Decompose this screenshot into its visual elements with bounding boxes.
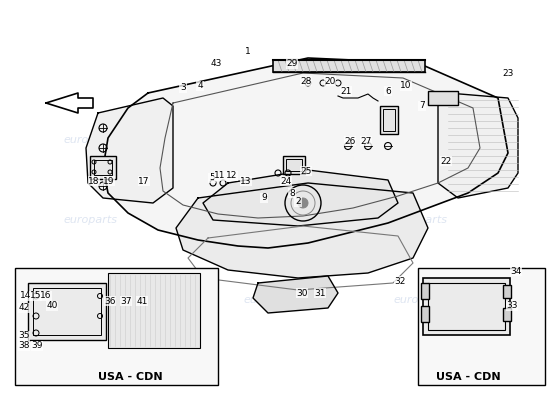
Bar (383, 109, 395, 131)
Text: 33: 33 (506, 302, 518, 310)
Text: 14: 14 (20, 292, 32, 300)
Text: 22: 22 (441, 156, 452, 166)
Text: 7: 7 (419, 102, 425, 110)
Bar (380, 106, 398, 134)
Bar (423, 278, 510, 335)
Polygon shape (103, 58, 508, 248)
Text: 29: 29 (287, 60, 298, 68)
Text: 20: 20 (324, 76, 336, 86)
Text: 8: 8 (289, 188, 295, 198)
Text: 31: 31 (314, 288, 326, 298)
Text: europarts: europarts (393, 295, 447, 305)
Text: 27: 27 (360, 136, 372, 146)
Text: 23: 23 (502, 70, 514, 78)
Text: 34: 34 (510, 266, 522, 276)
Text: 43: 43 (210, 60, 222, 68)
Bar (421, 306, 429, 322)
Text: 21: 21 (340, 86, 351, 96)
Text: 4: 4 (197, 82, 203, 90)
Text: 13: 13 (240, 176, 252, 186)
Text: europarts: europarts (243, 135, 297, 145)
Text: 2: 2 (295, 198, 301, 206)
Polygon shape (86, 98, 173, 203)
Bar (108, 273, 200, 348)
Text: europarts: europarts (63, 215, 117, 225)
Text: 9: 9 (261, 194, 267, 202)
Bar (503, 285, 511, 298)
Bar (94, 160, 112, 175)
Polygon shape (203, 170, 398, 226)
Bar (90, 156, 116, 179)
Polygon shape (46, 93, 93, 113)
Bar (28, 283, 106, 340)
Bar (15, 268, 218, 385)
Text: 36: 36 (104, 296, 116, 306)
Text: europarts: europarts (243, 215, 297, 225)
Text: 37: 37 (120, 296, 132, 306)
Polygon shape (253, 276, 338, 313)
Text: 15: 15 (30, 292, 42, 300)
Text: 42: 42 (18, 304, 30, 312)
Text: 17: 17 (138, 176, 150, 186)
Text: 41: 41 (136, 296, 148, 306)
Bar (273, 60, 425, 72)
Text: 3: 3 (180, 84, 186, 92)
Text: 39: 39 (31, 342, 43, 350)
Text: 32: 32 (394, 276, 406, 286)
Text: 11: 11 (214, 172, 225, 180)
Text: 25: 25 (300, 166, 312, 176)
Bar (428, 91, 458, 105)
Bar (33, 288, 101, 335)
Bar (286, 159, 302, 171)
Text: 26: 26 (344, 136, 356, 146)
Text: 24: 24 (280, 176, 292, 186)
Text: USA - CDN: USA - CDN (436, 372, 500, 382)
Text: 10: 10 (400, 82, 412, 90)
Text: 19: 19 (103, 176, 115, 186)
Text: 1: 1 (245, 48, 251, 56)
Text: europarts: europarts (63, 135, 117, 145)
Text: 35: 35 (18, 332, 30, 340)
Text: 38: 38 (18, 342, 30, 350)
Text: 5: 5 (209, 174, 215, 182)
Bar (503, 308, 511, 321)
Text: europarts: europarts (393, 135, 447, 145)
Text: 40: 40 (46, 302, 58, 310)
Bar (283, 156, 305, 174)
Text: 16: 16 (40, 292, 52, 300)
Text: 30: 30 (296, 288, 308, 298)
Bar (418, 268, 545, 385)
Text: 12: 12 (226, 172, 238, 180)
Text: europarts: europarts (243, 295, 297, 305)
Text: 28: 28 (300, 76, 312, 86)
Text: 6: 6 (385, 86, 391, 96)
Text: 18: 18 (88, 176, 100, 186)
Text: europarts: europarts (63, 295, 117, 305)
Circle shape (298, 198, 308, 208)
Polygon shape (438, 93, 518, 198)
Polygon shape (176, 183, 428, 278)
Bar (428, 283, 505, 330)
Text: europarts: europarts (393, 215, 447, 225)
Bar (421, 283, 429, 299)
Text: USA - CDN: USA - CDN (98, 372, 162, 382)
